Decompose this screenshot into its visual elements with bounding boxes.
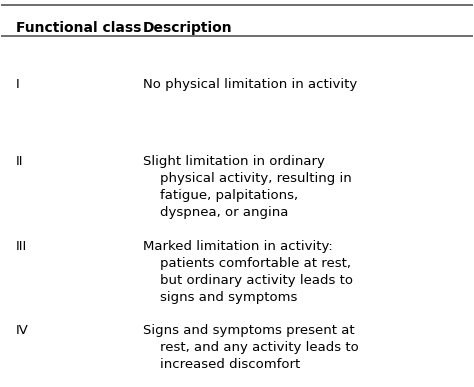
Text: Slight limitation in ordinary
    physical activity, resulting in
    fatigue, p: Slight limitation in ordinary physical a…: [143, 155, 352, 219]
Text: I: I: [16, 78, 19, 91]
Text: Description: Description: [143, 21, 232, 34]
Text: Marked limitation in activity:
    patients comfortable at rest,
    but ordinar: Marked limitation in activity: patients …: [143, 240, 353, 304]
Text: II: II: [16, 155, 23, 168]
Text: No physical limitation in activity: No physical limitation in activity: [143, 78, 357, 91]
Text: IV: IV: [16, 324, 28, 337]
Text: Functional class: Functional class: [16, 21, 141, 34]
Text: III: III: [16, 240, 27, 253]
Text: Signs and symptoms present at
    rest, and any activity leads to
    increased : Signs and symptoms present at rest, and …: [143, 324, 358, 371]
